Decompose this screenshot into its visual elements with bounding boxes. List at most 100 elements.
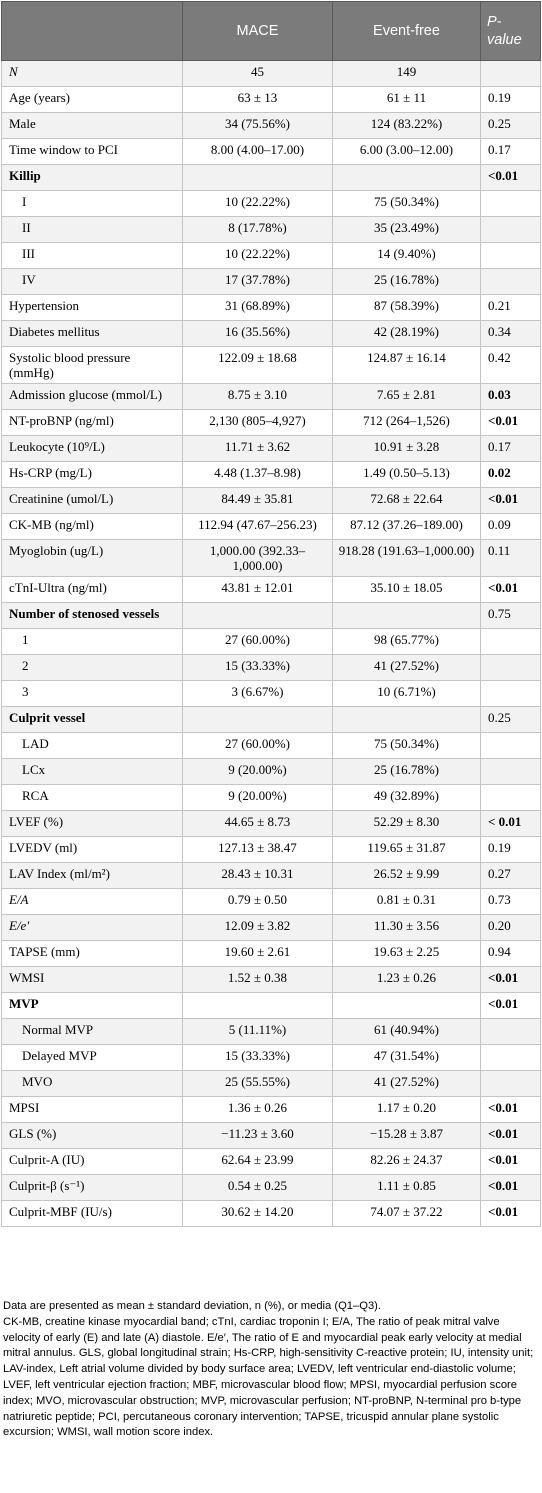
table-row: Systolic blood pressure (mmHg) 122.09 ± 1… [1,346,541,384]
cell-mace: 1,000.00 (392.33–1,000.00) [182,539,333,577]
table-row: Culprit-A (IU) 62.64 ± 23.99 82.26 ± 24.37… [1,1148,541,1175]
cell-event-free: 41 (27.52%) [332,654,481,681]
cell-p-value: 0.19 [480,86,541,113]
cell-p-value: 0.03 [480,383,541,410]
cell-p-value [480,242,541,269]
cell-event-free: 14 (9.40%) [332,242,481,269]
cell-p-value: <0.01 [480,1200,541,1227]
table-row: cTnI-Ultra (ng/ml) 43.81 ± 12.01 35.10 ± 1… [1,576,541,603]
cell-event-free: 72.68 ± 22.64 [332,487,481,514]
cell-p-value: <0.01 [480,1096,541,1123]
table-footnote: Data are presented as mean ± standard de… [3,1299,539,1441]
cell-p-value: 0.27 [480,862,541,889]
row-label: Diabetes mellitus [1,320,183,347]
table-row: Time window to PCI 8.00 (4.00–17.00) 6.00 … [1,138,541,165]
row-label: CK-MB (ng/ml) [1,513,183,540]
cell-p-value: 0.11 [480,539,541,577]
cell-mace: 34 (75.56%) [182,112,333,139]
cell-mace: 5 (11.11%) [182,1018,333,1045]
cell-event-free: 87.12 (37.26–189.00) [332,513,481,540]
cell-p-value [480,654,541,681]
row-label: Culprit-MBF (IU/s) [1,1200,183,1227]
cell-mace: 10 (22.22%) [182,242,333,269]
cell-mace [182,602,333,629]
row-label: TAPSE (mm) [1,940,183,967]
cell-p-value [480,628,541,655]
table-row: GLS (%) −11.23 ± 3.60 −15.28 ± 3.87 <0.01 [1,1122,541,1149]
row-label: MPSI [1,1096,183,1123]
cell-event-free: 87 (58.39%) [332,294,481,321]
cell-p-value [480,784,541,811]
row-label: II [1,216,183,243]
cell-p-value: 0.34 [480,320,541,347]
cell-event-free: 41 (27.52%) [332,1070,481,1097]
row-label: Killip [1,164,183,191]
table-row: TAPSE (mm) 19.60 ± 2.61 19.63 ± 2.25 0.94 [1,940,541,967]
table-row: Normal MVP 5 (11.11%) 61 (40.94%) [1,1018,541,1045]
table-row: II 8 (17.78%) 35 (23.49%) [1,216,541,243]
table-row: LVEDV (ml) 127.13 ± 38.47 119.65 ± 31.87 0.… [1,836,541,863]
cell-event-free: 75 (50.34%) [332,190,481,217]
row-label: Normal MVP [1,1018,183,1045]
header-event-free: Event-free [332,1,481,61]
table-row: N 45 149 [1,60,541,87]
footnote-data-presentation: Data are presented as mean ± standard de… [3,1300,382,1312]
cell-event-free: 25 (16.78%) [332,758,481,785]
header-p-value: P-value [480,1,541,61]
table-row: LCx 9 (20.00%) 25 (16.78%) [1,758,541,785]
table-row: E/e′ 12.09 ± 3.82 11.30 ± 3.56 0.20 [1,914,541,941]
cell-p-value: 0.73 [480,888,541,915]
cell-mace [182,164,333,191]
cell-event-free: −15.28 ± 3.87 [332,1122,481,1149]
row-label: Creatinine (umol/L) [1,487,183,514]
cell-p-value [480,1044,541,1071]
cell-mace: 0.54 ± 0.25 [182,1174,333,1201]
row-label: Male [1,112,183,139]
cell-p-value [480,1070,541,1097]
cell-p-value: 0.25 [480,112,541,139]
table-row: III 10 (22.22%) 14 (9.40%) [1,242,541,269]
cell-mace: 84.49 ± 35.81 [182,487,333,514]
table-row: Hs-CRP (mg/L) 4.48 (1.37–8.98) 1.49 (0.50–… [1,461,541,488]
cell-mace: 8.00 (4.00–17.00) [182,138,333,165]
table-row: Killip <0.01 [1,164,541,191]
row-label: Number of stenosed vessels [1,602,183,629]
cell-event-free: 6.00 (3.00–12.00) [332,138,481,165]
cell-p-value: <0.01 [480,966,541,993]
cell-p-value: <0.01 [480,576,541,603]
cell-event-free: 19.63 ± 2.25 [332,940,481,967]
cell-event-free: 42 (28.19%) [332,320,481,347]
row-label: I [1,190,183,217]
row-label: Hypertension [1,294,183,321]
cell-event-free: 61 ± 11 [332,86,481,113]
cell-mace: 8 (17.78%) [182,216,333,243]
table-row: WMSI 1.52 ± 0.38 1.23 ± 0.26 <0.01 [1,966,541,993]
row-label: LCx [1,758,183,785]
cell-p-value: 0.75 [480,602,541,629]
cell-p-value: 0.21 [480,294,541,321]
table-row: Male 34 (75.56%) 124 (83.22%) 0.25 [1,112,541,139]
cell-event-free: 712 (264–1,526) [332,409,481,436]
cell-mace: 3 (6.67%) [182,680,333,707]
cell-mace: 9 (20.00%) [182,758,333,785]
row-label: 3 [1,680,183,707]
cell-mace: −11.23 ± 3.60 [182,1122,333,1149]
cell-p-value: 0.94 [480,940,541,967]
table-row: Hypertension 31 (68.89%) 87 (58.39%) 0.21 [1,294,541,321]
baseline-characteristics-table: MACE Event-free P-value N 45 149 Age (years… [1,1,541,1227]
cell-mace: 17 (37.78%) [182,268,333,295]
row-label: NT-proBNP (ng/ml) [1,409,183,436]
cell-event-free: 75 (50.34%) [332,732,481,759]
cell-mace: 27 (60.00%) [182,628,333,655]
cell-event-free: 11.30 ± 3.56 [332,914,481,941]
cell-event-free: 119.65 ± 31.87 [332,836,481,863]
cell-p-value [480,190,541,217]
table-row: Age (years) 63 ± 13 61 ± 11 0.19 [1,86,541,113]
table-row: MVO 25 (55.55%) 41 (27.52%) [1,1070,541,1097]
row-label: Delayed MVP [1,1044,183,1071]
header-blank [1,1,183,61]
cell-event-free [332,706,481,733]
row-label: LVEF (%) [1,810,183,837]
cell-mace: 12.09 ± 3.82 [182,914,333,941]
